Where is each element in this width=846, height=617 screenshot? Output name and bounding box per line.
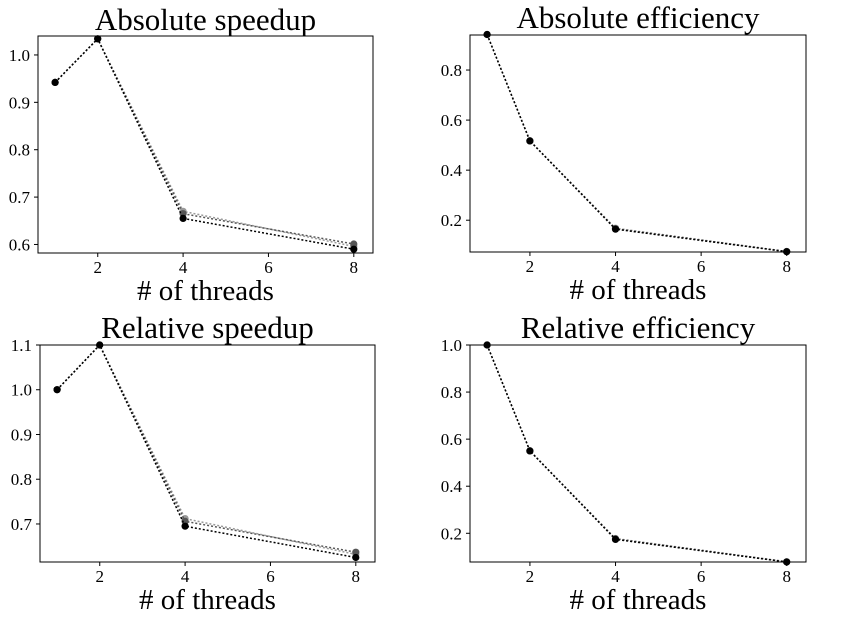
data-point <box>611 535 620 544</box>
data-point <box>526 447 534 455</box>
x-tick-label: 8 <box>782 567 791 586</box>
y-tick-label: 0.9 <box>11 425 32 444</box>
data-point <box>51 78 59 86</box>
plot-frame <box>469 34 807 253</box>
data-point <box>350 245 358 253</box>
y-tick-label: 0.8 <box>441 383 462 402</box>
x-axis-label: # of threads <box>139 584 276 616</box>
x-tick-label: 2 <box>95 567 104 586</box>
x-axis-label: # of threads <box>137 275 274 307</box>
x-tick-label: 2 <box>526 567 535 586</box>
chart-panel-1: Absolute speedup # of threads 2 4 6 8 0.6 0.7 0.… <box>9 2 374 307</box>
chart-title: Relative speedup <box>101 310 314 345</box>
y-tick-label: 0.8 <box>9 141 30 160</box>
y-tick-label: 0.8 <box>11 470 32 489</box>
series-line <box>56 343 356 559</box>
y-tick-label: 0.6 <box>9 235 30 254</box>
series-line <box>54 37 354 250</box>
x-tick-label: 2 <box>526 257 535 276</box>
chart-title: Absolute speedup <box>95 2 316 37</box>
y-tick-label: 1.0 <box>11 381 32 400</box>
y-tick-label: 0.2 <box>441 524 462 543</box>
series-line <box>54 37 354 245</box>
y-tick-label: 1.0 <box>9 46 30 65</box>
plot-frame <box>39 344 376 563</box>
series-line <box>486 34 787 253</box>
chart-title: Relative efficiency <box>521 310 756 345</box>
series-line <box>486 344 787 563</box>
x-axis-label: # of threads <box>570 274 707 306</box>
y-tick-label: 0.7 <box>9 188 31 207</box>
chart-title: Absolute efficiency <box>516 0 760 35</box>
x-tick-label: 6 <box>266 567 275 586</box>
x-tick-label: 4 <box>611 257 620 276</box>
x-tick-label: 8 <box>782 257 791 276</box>
series-line <box>56 343 356 556</box>
data-point <box>352 548 360 556</box>
chart-panel-2: Absolute efficiency # of threads 2 4 6 8 0.2 0.… <box>441 0 807 306</box>
data-point <box>611 225 620 233</box>
x-tick-label: 4 <box>179 258 188 277</box>
plot-frame <box>37 35 374 254</box>
y-tick-label: 1.1 <box>11 336 32 355</box>
y-tick-label: 0.6 <box>441 111 462 130</box>
x-tick-label: 6 <box>697 257 706 276</box>
x-tick-label: 4 <box>181 567 190 586</box>
y-tick-label: 0.9 <box>9 93 30 112</box>
x-axis-label: # of threads <box>570 584 707 616</box>
plot-frame <box>469 344 807 563</box>
x-tick-label: 4 <box>611 567 620 586</box>
series-line <box>56 343 356 553</box>
chart-panel-4: Relative efficiency # of threads 2 4 6 8 0.2 0.… <box>441 310 807 616</box>
data-point <box>181 522 189 530</box>
data-point <box>350 240 358 248</box>
data-point <box>352 553 360 562</box>
data-point <box>94 35 102 43</box>
data-point <box>53 386 61 394</box>
y-tick-label: 0.4 <box>441 161 463 180</box>
y-tick-label: 0.8 <box>441 61 462 80</box>
y-tick-label: 0.4 <box>441 477 463 496</box>
series-line <box>54 37 354 248</box>
y-tick-label: 1.0 <box>441 336 462 355</box>
x-tick-label: 6 <box>697 567 706 586</box>
x-tick-label: 2 <box>93 258 102 277</box>
data-point <box>526 137 534 145</box>
y-tick-label: 0.7 <box>11 515 33 534</box>
x-tick-label: 8 <box>352 567 361 586</box>
data-point <box>179 214 187 222</box>
y-tick-label: 0.2 <box>441 211 462 230</box>
y-tick-label: 0.6 <box>441 430 462 449</box>
chart-panel-3: Relative speedup # of threads 2 4 6 8 0.7 0.8 0.… <box>11 310 376 616</box>
x-tick-label: 8 <box>350 258 359 277</box>
x-tick-label: 6 <box>264 258 273 277</box>
